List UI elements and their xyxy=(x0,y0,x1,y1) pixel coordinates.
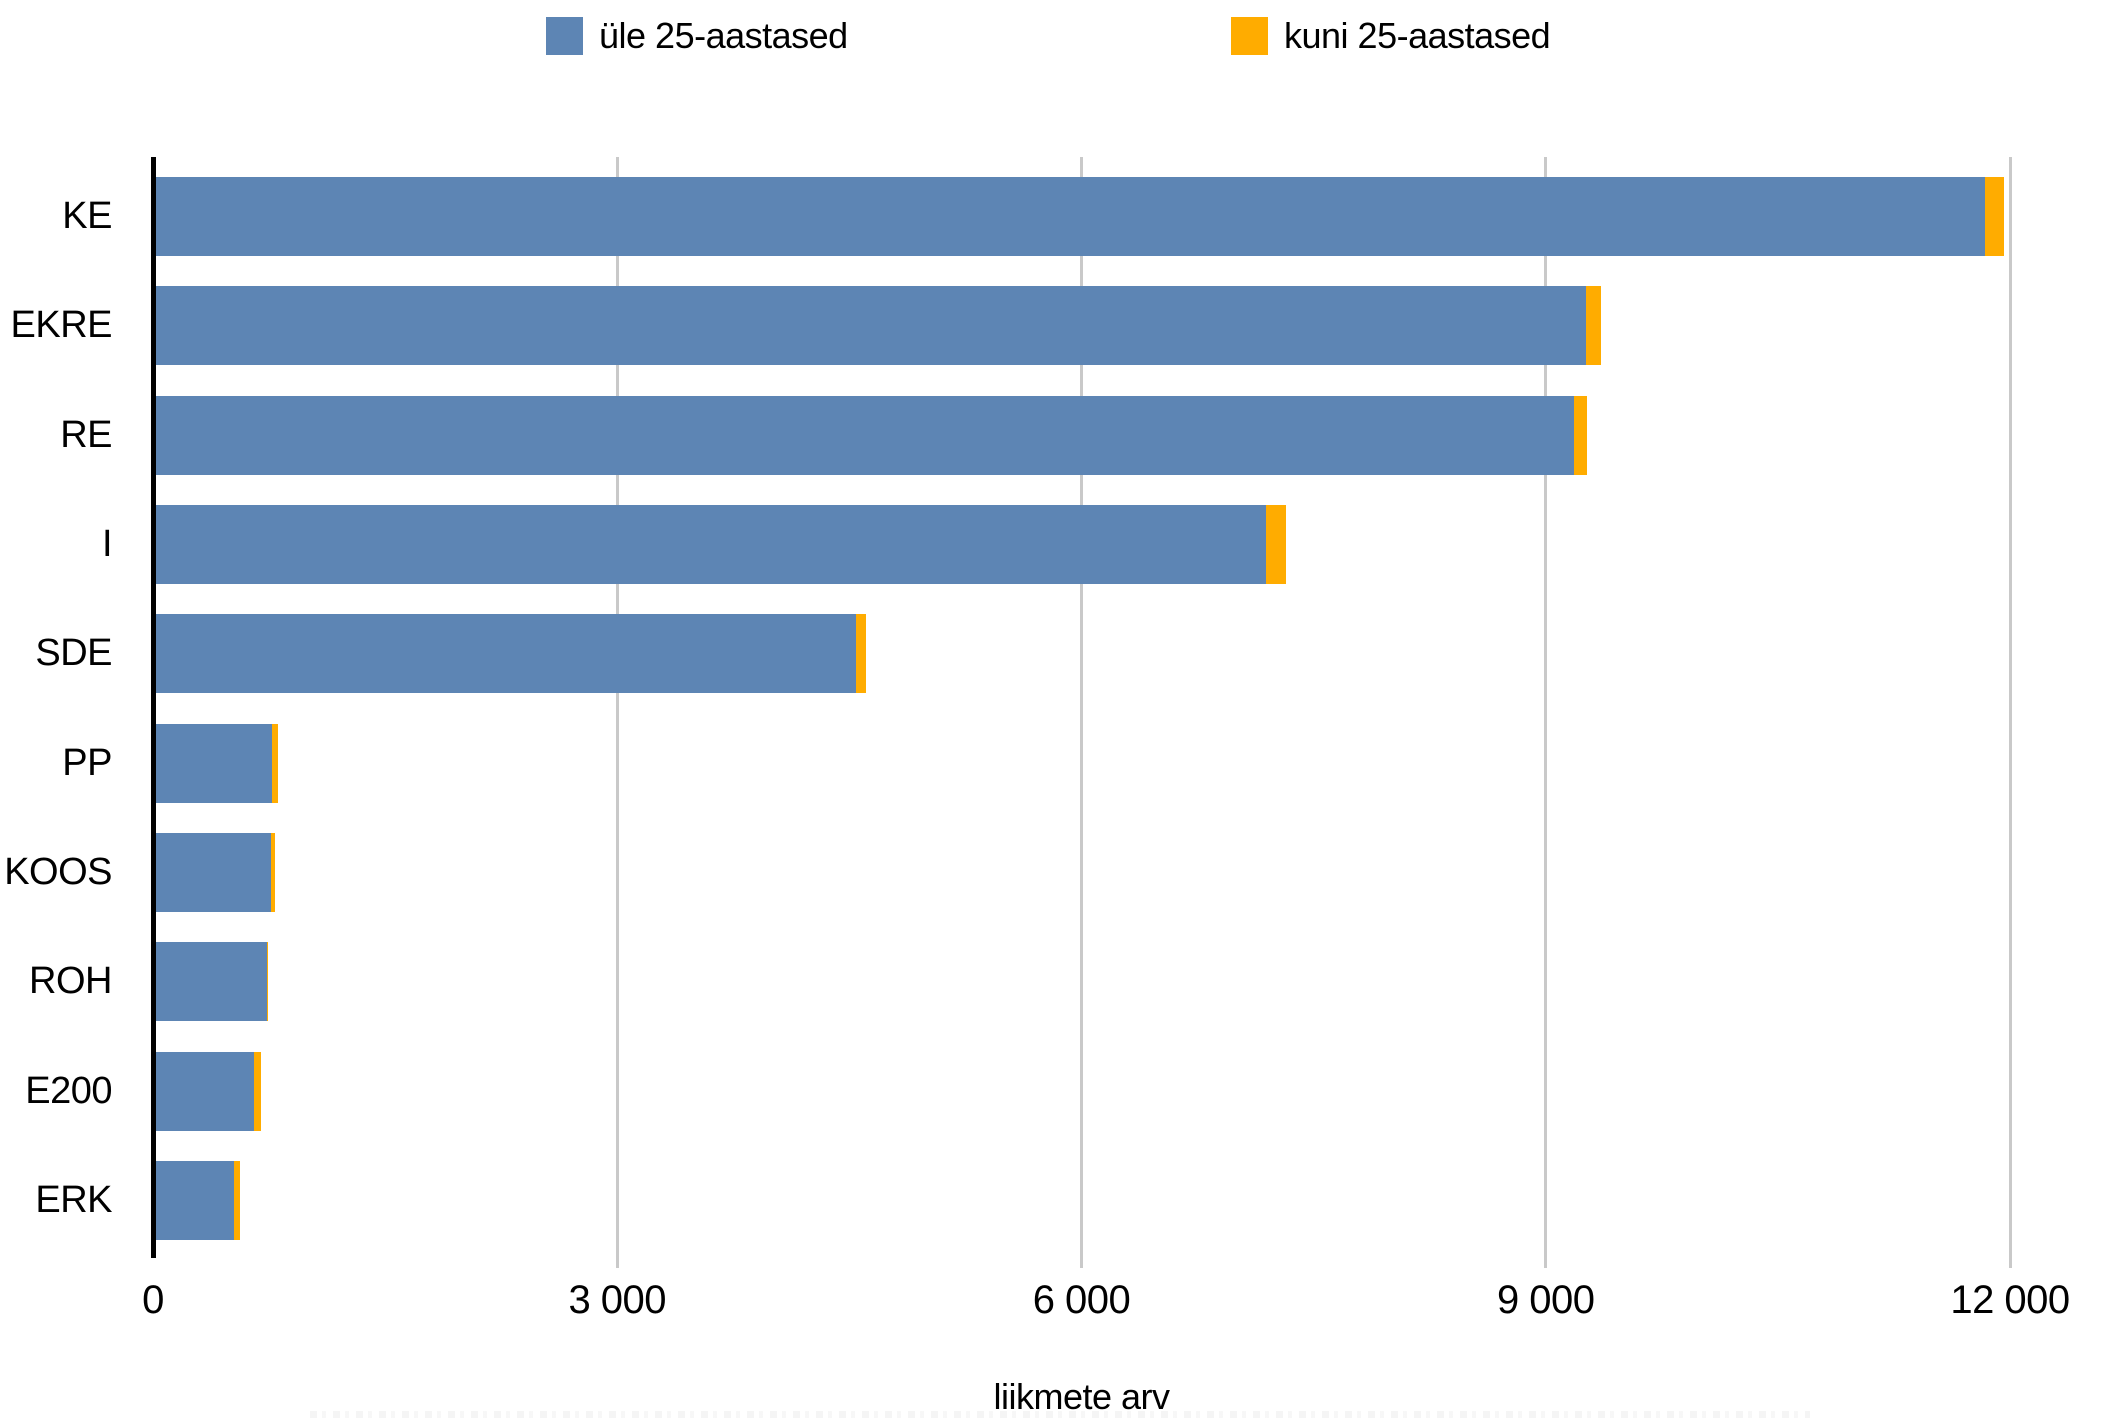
legend-swatch-orange-icon xyxy=(1231,17,1268,55)
legend-label-under-25: kuni 25-aastased xyxy=(1284,15,1551,56)
y-axis-line xyxy=(151,157,156,1258)
bar-segment-over-25 xyxy=(156,286,1586,366)
bar-segment-under-25 xyxy=(234,1160,241,1240)
gridline-6000 xyxy=(1080,157,1083,1268)
y-category-label: PP xyxy=(62,741,112,784)
bar-segment-over-25 xyxy=(156,723,273,803)
y-category-label: KOOS xyxy=(4,850,112,893)
y-category-label: ROH xyxy=(29,960,112,1003)
gridline-3000 xyxy=(615,157,619,1268)
x-axis-title: liikmete arv xyxy=(993,1376,1170,1417)
bar-row-re xyxy=(156,395,1587,475)
y-category-label: E200 xyxy=(25,1069,112,1112)
bar-segment-under-25 xyxy=(855,614,867,694)
bar-segment-over-25 xyxy=(156,942,267,1022)
bar-segment-over-25 xyxy=(156,504,1266,584)
plot-area xyxy=(151,157,2012,1268)
bar-segment-under-25 xyxy=(272,723,279,803)
bar-row-i xyxy=(156,504,1287,584)
x-tick-label: 0 xyxy=(142,1278,164,1322)
gridline-12000 xyxy=(2008,157,2012,1268)
x-tick-label: 6 000 xyxy=(1032,1278,1131,1322)
bar-segment-over-25 xyxy=(156,1160,235,1240)
legend-swatch-blue-icon xyxy=(546,17,583,55)
bar-segment-under-25 xyxy=(1585,286,1602,366)
bar-row-roh xyxy=(156,942,269,1022)
bar-segment-under-25 xyxy=(271,832,276,912)
bar-segment-over-25 xyxy=(156,614,856,694)
gridline-9000 xyxy=(1544,157,1548,1268)
y-category-label: EKRE xyxy=(10,304,113,347)
bar-segment-over-25 xyxy=(156,832,272,912)
y-category-label: SDE xyxy=(35,632,112,675)
legend-label-over-25: üle 25-aastased xyxy=(599,15,848,56)
y-category-label: KE xyxy=(62,195,112,237)
bar-row-erk xyxy=(156,1160,241,1240)
legend-item-under-25: kuni 25-aastased xyxy=(1231,15,1551,56)
bar-segment-over-25 xyxy=(156,1051,255,1131)
legend-item-over-25: üle 25-aastased xyxy=(546,17,848,55)
bar-segment-under-25 xyxy=(1265,504,1287,584)
bar-segment-under-25 xyxy=(1573,395,1587,475)
bar-row-sde xyxy=(156,614,867,694)
x-tick-label: 9 000 xyxy=(1496,1278,1595,1322)
bar-row-ke xyxy=(156,177,2004,256)
bar-segment-over-25 xyxy=(156,177,1986,256)
bar-row-koos xyxy=(156,832,276,912)
y-category-label: ERK xyxy=(35,1178,112,1221)
bar-segment-under-25 xyxy=(1985,177,2004,256)
bar-segment-over-25 xyxy=(156,395,1574,475)
bar-segment-under-25 xyxy=(254,1051,262,1131)
bar-row-e200 xyxy=(156,1051,262,1131)
x-tick-label: 12 000 xyxy=(1950,1278,2070,1322)
clipped-caption-strip xyxy=(310,1411,1810,1418)
y-category-label: RE xyxy=(60,413,112,456)
y-category-label: I xyxy=(101,522,113,565)
bar-segment-under-25 xyxy=(266,942,269,1022)
bar-row-ekre xyxy=(156,286,1602,366)
bar-row-pp xyxy=(156,723,279,803)
x-tick-label: 3 000 xyxy=(568,1278,667,1322)
